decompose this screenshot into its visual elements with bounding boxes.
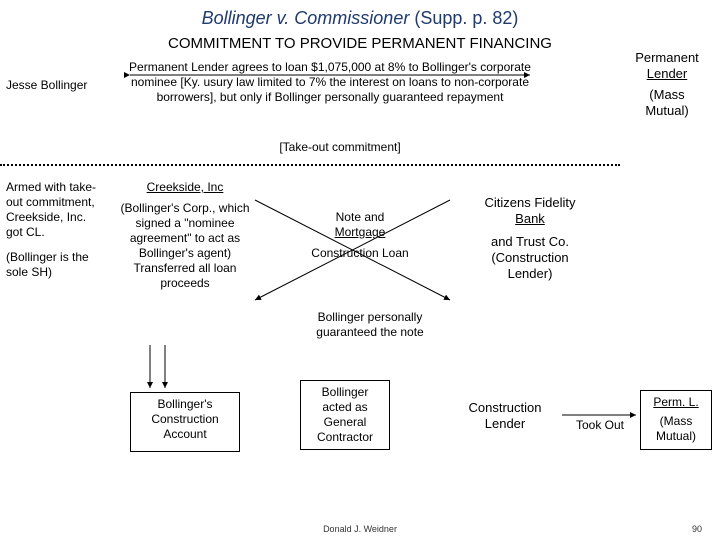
gc-l1: Bollinger [305, 385, 385, 400]
perm-lender-l2: Lender [622, 66, 712, 82]
note-block: Note and Mortgage Construction Loan [290, 210, 430, 261]
citizens-l3: and Trust Co. [460, 234, 600, 250]
case-ref: (Supp. p. 82) [409, 8, 518, 28]
note-l3: Construction Loan [290, 246, 430, 261]
citizens-l2: Bank [460, 211, 600, 227]
construction-lender-block: Construction Lender [450, 400, 560, 433]
footer-author: Donald J. Weidner [323, 524, 397, 534]
perm-lender-box: Perm. L. (Mass Mutual) [640, 390, 712, 450]
bca-l2: Construction [135, 412, 235, 427]
perm2-l1: Perm. L. [645, 395, 707, 410]
cl-l1: Construction [450, 400, 560, 416]
citizens-l4: (Construction [460, 250, 600, 266]
armed-sub: (Bollinger is the sole SH) [6, 250, 106, 280]
citizens-l1: Citizens Fidelity [460, 195, 600, 211]
citizens-block: Citizens Fidelity Bank and Trust Co. (Co… [460, 195, 600, 282]
case-name: Bollinger v. Commissioner [202, 8, 410, 28]
creekside-title: Creekside, Inc [120, 180, 250, 195]
construction-account-box: Bollinger's Construction Account [130, 392, 240, 452]
subtitle: COMMITMENT TO PROVIDE PERMANENT FINANCIN… [0, 35, 720, 52]
creekside-body: (Bollinger's Corp., which signed a "nomi… [120, 201, 250, 291]
jesse-bollinger-label: Jesse Bollinger [6, 78, 116, 93]
perm2-l2: (Mass [645, 414, 707, 429]
general-contractor-box: Bollinger acted as General Contractor [300, 380, 390, 450]
citizens-l5: Lender) [460, 266, 600, 282]
gc-l4: Contractor [305, 430, 385, 445]
perm-lender-l3: (Mass [622, 87, 712, 103]
perm-lender-l1: Permanent [622, 50, 712, 66]
bca-l1: Bollinger's [135, 397, 235, 412]
guarantee-text: Bollinger personally guaranteed the note [290, 310, 450, 340]
perm2-l3: Mutual) [645, 429, 707, 444]
page-title: Bollinger v. Commissioner (Supp. p. 82) [0, 0, 720, 29]
armed-text: Armed with take-out commitment, Creeksid… [6, 180, 106, 280]
takeout-label: [Take-out commitment] [250, 140, 430, 155]
dotted-divider [0, 164, 620, 166]
note-l2: Mortgage [290, 225, 430, 240]
armed-body: Armed with take-out commitment, Creeksid… [6, 180, 106, 240]
took-out-label: Took Out [565, 418, 635, 433]
gc-l2: acted as [305, 400, 385, 415]
perm-lender-top: Permanent Lender (Mass Mutual) [622, 50, 712, 119]
perm-lender-l4: Mutual) [622, 103, 712, 119]
note-l1: Note and [290, 210, 430, 225]
gc-l3: General [305, 415, 385, 430]
cl-l2: Lender [450, 416, 560, 432]
footer-page: 90 [692, 524, 702, 534]
creekside-block: Creekside, Inc (Bollinger's Corp., which… [120, 180, 250, 291]
bca-l3: Account [135, 427, 235, 442]
commitment-text: Permanent Lender agrees to loan $1,075,0… [120, 60, 540, 105]
